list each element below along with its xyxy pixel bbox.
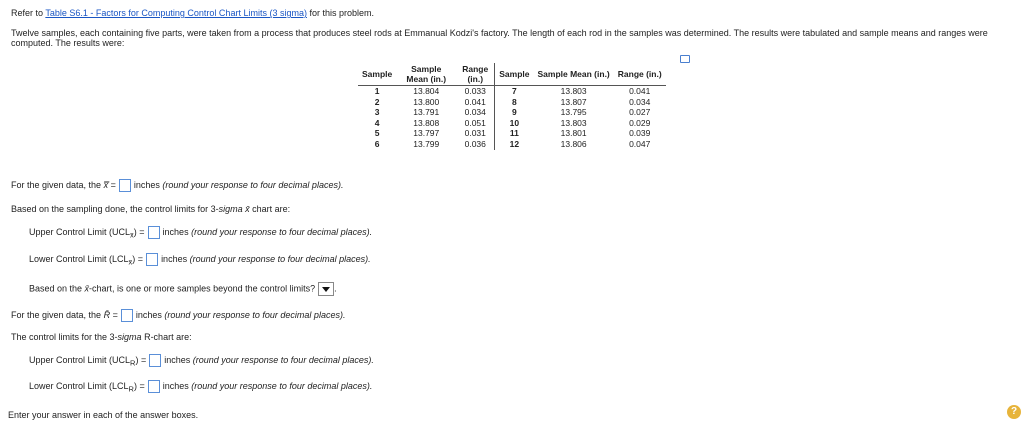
cell-m2: 13.806 bbox=[560, 138, 587, 149]
xbarbar-symbol: x̿ bbox=[103, 179, 109, 190]
xbarbar-answer-input[interactable] bbox=[118, 179, 131, 192]
cell-r2: 0.027 bbox=[629, 107, 651, 118]
ucl-r-answer-input[interactable] bbox=[149, 354, 162, 367]
cell-r1: 0.041 bbox=[464, 96, 486, 107]
table-row: 5 13.797 0.031 11 13.801 0.039 bbox=[358, 128, 666, 139]
xbar-limits-intro: Based on the sampling done, the control … bbox=[11, 204, 291, 214]
cell-m1: 13.797 bbox=[413, 128, 440, 139]
ucl-r-question: Upper Control Limit (UCLR) = inches (roun… bbox=[29, 354, 374, 368]
cell-s2: 9 bbox=[494, 107, 534, 118]
rbar-question: For the given data, the R̄ = inches (roun… bbox=[11, 309, 345, 322]
cell-m2: 13.803 bbox=[560, 117, 587, 128]
intro-prefix: Refer to bbox=[11, 8, 46, 18]
table-row: 3 13.791 0.034 9 13.795 0.027 bbox=[358, 107, 666, 118]
cell-r1: 0.034 bbox=[464, 107, 486, 118]
header-sample: Sample bbox=[358, 63, 397, 86]
ucl-x-question: Upper Control Limit (UCLx̄) = inches (rou… bbox=[29, 226, 373, 240]
table-row: 2 13.800 0.041 8 13.807 0.034 bbox=[358, 96, 666, 108]
cell-s1: 5 bbox=[374, 128, 380, 139]
cell-s1: 4 bbox=[374, 117, 380, 128]
table-row: 4 13.808 0.051 10 13.803 0.029 bbox=[358, 117, 666, 129]
header-range-2: Range (in.) bbox=[613, 63, 666, 86]
beyond-limits-question: Based on the x̄-chart, is one or more sa… bbox=[29, 282, 337, 296]
cell-m1: 13.808 bbox=[413, 117, 440, 128]
cell-r2: 0.047 bbox=[629, 138, 651, 149]
intro-line: Refer to Table S6.1 - Factors for Comput… bbox=[11, 8, 374, 18]
header-sample-mean-2: Sample Mean (in.) bbox=[533, 63, 614, 86]
factors-table-link[interactable]: Table S6.1 - Factors for Computing Contr… bbox=[45, 8, 307, 18]
cell-r1: 0.051 bbox=[464, 117, 486, 128]
cell-r2: 0.041 bbox=[629, 86, 651, 96]
cell-s1: 6 bbox=[374, 138, 380, 149]
cell-m2: 13.807 bbox=[560, 96, 587, 107]
table-row: 6 13.799 0.036 12 13.806 0.047 bbox=[358, 138, 666, 150]
cell-s2: 12 bbox=[494, 138, 534, 150]
xbarbar-question: For the given data, the x̿ = inches (roun… bbox=[11, 179, 343, 192]
lcl-x-answer-input[interactable] bbox=[146, 253, 159, 266]
cell-m1: 13.804 bbox=[413, 86, 440, 96]
header-range: Range (in.) bbox=[456, 63, 495, 86]
cell-s2: 10 bbox=[494, 117, 534, 129]
rbar-symbol: R̄ bbox=[103, 309, 111, 320]
help-icon[interactable]: ? bbox=[1007, 405, 1021, 419]
beyond-limits-dropdown[interactable] bbox=[318, 282, 335, 296]
lcl-r-question: Lower Control Limit (LCLR) = inches (roun… bbox=[29, 380, 373, 394]
r-limits-intro: The control limits for the 3-sigma R-cha… bbox=[11, 332, 192, 342]
sample-data-table: Sample Sample Mean (in.) Range (in.) Sam… bbox=[358, 63, 666, 150]
cell-s2: 8 bbox=[494, 96, 534, 108]
cell-r2: 0.029 bbox=[629, 117, 651, 128]
lcl-r-answer-input[interactable] bbox=[147, 380, 160, 393]
cell-r2: 0.034 bbox=[629, 96, 651, 107]
lcl-x-question: Lower Control Limit (LCLx̄) = inches (rou… bbox=[29, 253, 371, 267]
cell-r1: 0.036 bbox=[464, 138, 486, 149]
cell-r1: 0.031 bbox=[464, 128, 486, 139]
table-view-icon[interactable] bbox=[680, 55, 690, 63]
header-sample-mean: Sample Mean (in.) bbox=[396, 63, 457, 86]
cell-m2: 13.803 bbox=[560, 86, 587, 96]
cell-m1: 13.791 bbox=[413, 107, 440, 118]
ucl-x-answer-input[interactable] bbox=[147, 226, 160, 239]
footer-instruction: Enter your answer in each of the answer … bbox=[8, 410, 199, 420]
cell-s2: 11 bbox=[494, 128, 534, 139]
cell-s1: 1 bbox=[374, 86, 380, 96]
header-sample-2: Sample bbox=[494, 63, 534, 86]
rbar-answer-input[interactable] bbox=[120, 309, 133, 322]
cell-m1: 13.800 bbox=[413, 96, 440, 107]
cell-m2: 13.801 bbox=[560, 128, 587, 139]
intro-suffix: for this problem. bbox=[306, 8, 374, 18]
cell-s1: 2 bbox=[374, 96, 380, 107]
table-row: 1 13.804 0.033 7 13.803 0.041 bbox=[358, 85, 666, 97]
cell-m2: 13.795 bbox=[560, 107, 587, 118]
cell-s1: 3 bbox=[374, 107, 380, 118]
problem-text: Twelve samples, each containing five par… bbox=[11, 28, 988, 48]
cell-r2: 0.039 bbox=[629, 128, 651, 139]
cell-r1: 0.033 bbox=[464, 86, 486, 96]
cell-m1: 13.799 bbox=[413, 138, 440, 149]
cell-s2: 7 bbox=[494, 85, 534, 97]
